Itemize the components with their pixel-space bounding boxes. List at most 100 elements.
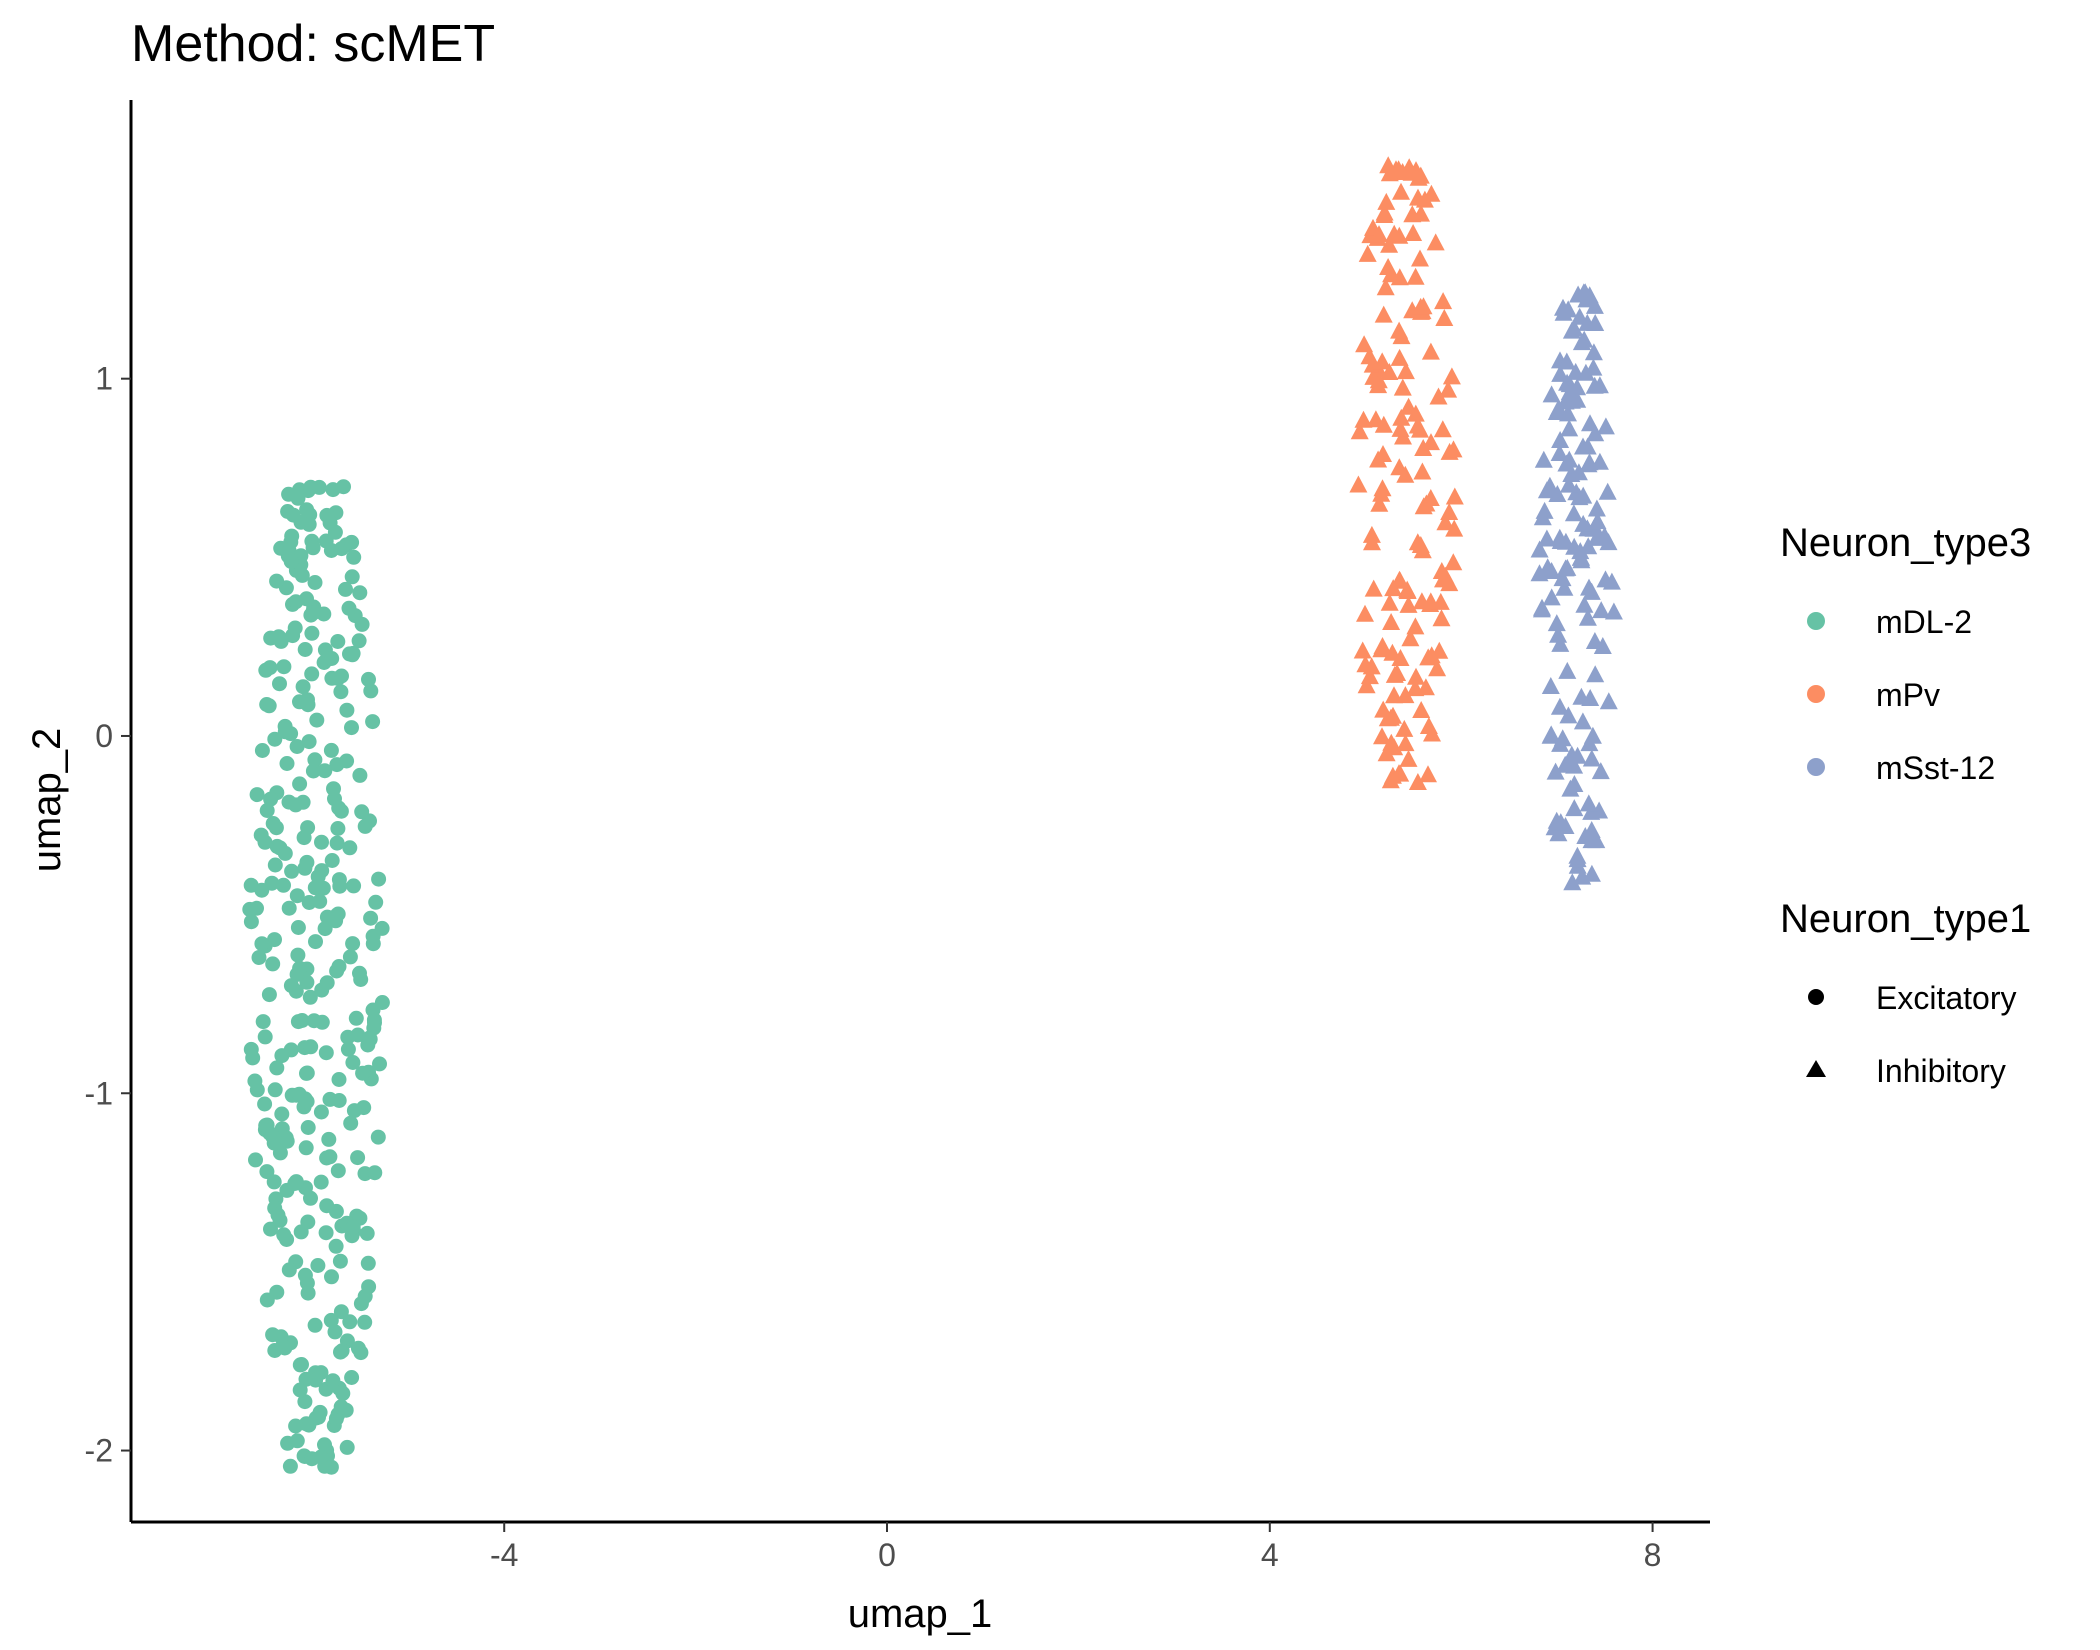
data-point-mdl2 xyxy=(363,910,379,926)
chart-title: Method: scMET xyxy=(131,15,496,73)
data-point-mpv xyxy=(1392,408,1411,426)
data-point-mdl2 xyxy=(257,1096,273,1112)
data-point-mdl2 xyxy=(274,1048,290,1064)
data-point-mdl2 xyxy=(254,936,270,952)
data-point-mpv xyxy=(1379,156,1398,174)
data-point-msst12 xyxy=(1571,542,1590,560)
data-point-msst12 xyxy=(1564,504,1583,522)
data-point-mpv xyxy=(1372,484,1391,502)
data-point-mdl2 xyxy=(319,975,335,991)
data-point-mdl2 xyxy=(333,803,349,819)
data-point-mpv xyxy=(1444,553,1463,571)
data-point-mpv xyxy=(1380,363,1399,380)
data-point-mdl2 xyxy=(313,1104,329,1120)
data-point-mpv xyxy=(1349,475,1368,493)
data-point-mpv xyxy=(1423,724,1441,742)
data-point-mpv xyxy=(1436,513,1455,531)
data-point-mpv xyxy=(1399,397,1418,415)
data-point-mdl2 xyxy=(303,479,319,495)
data-point-mpv xyxy=(1439,380,1458,398)
data-point-mpv xyxy=(1414,497,1433,515)
data-point-msst12 xyxy=(1596,570,1615,588)
data-point-mpv xyxy=(1396,686,1415,704)
data-point-mpv xyxy=(1402,163,1421,181)
data-point-mdl2 xyxy=(243,914,259,930)
data-point-mpv xyxy=(1406,267,1425,285)
data-point-mdl2 xyxy=(354,616,370,632)
data-point-mpv xyxy=(1434,292,1453,310)
data-point-mpv xyxy=(1357,676,1376,694)
data-point-mdl2 xyxy=(363,683,379,699)
color-legend: Neuron_type3 mDL-2 mPv mSst-12 xyxy=(1780,521,2031,786)
data-point-mpv xyxy=(1379,258,1398,275)
data-point-mpv xyxy=(1358,244,1377,262)
data-point-msst12 xyxy=(1575,595,1594,613)
data-point-mdl2 xyxy=(292,1382,308,1398)
data-point-mdl2 xyxy=(352,965,367,981)
data-point-mdl2 xyxy=(346,1103,362,1119)
data-point-mdl2 xyxy=(249,787,265,803)
data-point-mdl2 xyxy=(266,1135,282,1151)
data-point-mdl2 xyxy=(339,702,355,718)
data-point-msst12 xyxy=(1592,601,1611,619)
y-axis-title: umap_2 xyxy=(25,728,69,873)
data-point-mdl2 xyxy=(354,804,370,820)
data-point-mdl2 xyxy=(321,1131,337,1147)
data-point-mdl2 xyxy=(248,1152,263,1168)
data-point-mdl2 xyxy=(314,1014,330,1030)
data-point-msst12 xyxy=(1551,532,1570,549)
y-tick-label: -1 xyxy=(85,1075,113,1111)
data-point-msst12 xyxy=(1532,600,1551,618)
data-point-mdl2 xyxy=(267,857,283,873)
data-point-mdl2 xyxy=(284,863,300,879)
data-point-mdl2 xyxy=(304,666,320,682)
data-point-mpv xyxy=(1411,420,1429,438)
data-point-mdl2 xyxy=(283,978,299,994)
data-point-msst12 xyxy=(1565,799,1584,817)
data-point-mpv xyxy=(1385,686,1403,704)
data-point-mdl2 xyxy=(332,878,348,894)
data-point-msst12 xyxy=(1578,313,1597,331)
data-point-msst12 xyxy=(1542,385,1561,403)
data-point-mdl2 xyxy=(290,490,306,506)
data-point-mdl2 xyxy=(290,920,306,935)
data-point-mdl2 xyxy=(324,853,340,868)
data-point-mdl2 xyxy=(296,830,312,846)
data-point-mdl2 xyxy=(330,821,346,836)
data-point-msst12 xyxy=(1574,514,1593,532)
data-point-mdl2 xyxy=(307,1317,323,1333)
data-point-mpv xyxy=(1411,249,1429,267)
data-point-mdl2 xyxy=(342,949,358,965)
data-point-mpv xyxy=(1350,422,1369,440)
data-point-mdl2 xyxy=(305,763,321,779)
data-point-msst12 xyxy=(1572,551,1591,569)
data-point-msst12 xyxy=(1558,661,1577,679)
data-point-msst12 xyxy=(1578,608,1597,626)
legend-key-msst12 xyxy=(1807,758,1825,776)
data-point-msst12 xyxy=(1557,352,1576,370)
data-point-mdl2 xyxy=(267,932,282,948)
data-point-msst12 xyxy=(1590,376,1609,394)
data-point-mdl2 xyxy=(251,950,267,965)
data-point-mdl2 xyxy=(282,1458,298,1474)
data-point-mdl2 xyxy=(257,834,273,850)
data-point-msst12 xyxy=(1568,850,1587,868)
data-point-mdl2 xyxy=(317,921,333,937)
data-point-mdl2 xyxy=(348,1010,364,1026)
x-tick-label: 8 xyxy=(1644,1537,1662,1573)
data-point-msst12 xyxy=(1551,813,1570,831)
data-point-msst12 xyxy=(1582,749,1601,767)
data-point-mdl2 xyxy=(272,1212,288,1228)
data-point-mdl2 xyxy=(313,1449,329,1465)
data-point-mdl2 xyxy=(261,698,277,714)
color-legend-title: Neuron_type3 xyxy=(1780,521,2031,565)
data-point-mdl2 xyxy=(342,1314,358,1330)
shape-legend: Neuron_type1 Excitatory Inhibitory xyxy=(1780,897,2031,1089)
legend-label-msst12: mSst-12 xyxy=(1876,750,1995,786)
data-point-mpv xyxy=(1395,719,1414,737)
data-point-mpv xyxy=(1377,744,1396,762)
data-point-mpv xyxy=(1369,376,1388,394)
data-point-msst12 xyxy=(1568,746,1587,764)
data-point-mdl2 xyxy=(332,1253,348,1269)
data-point-mdl2 xyxy=(266,1174,282,1190)
